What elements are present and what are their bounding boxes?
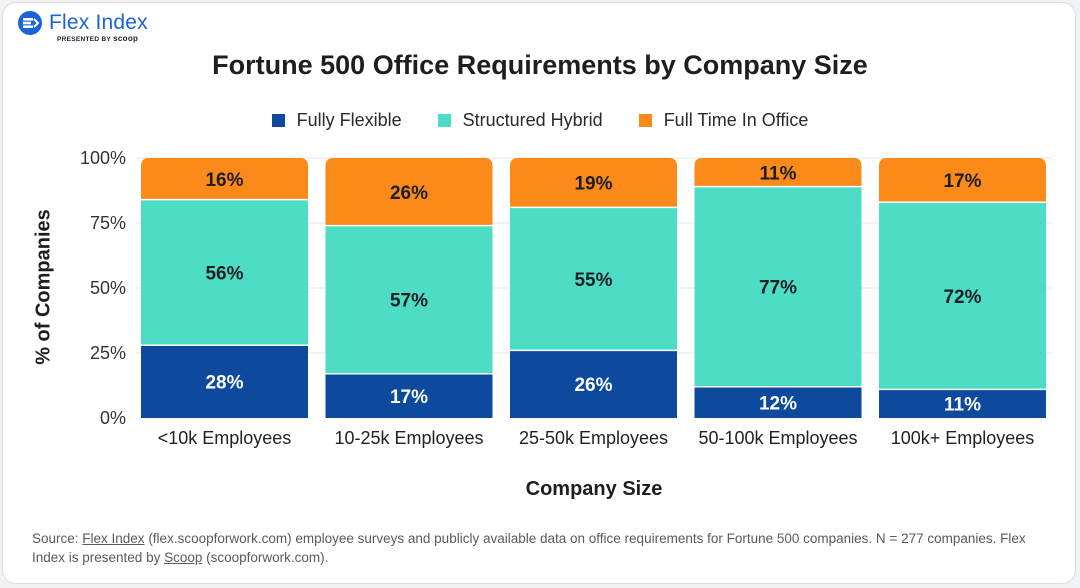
bar-segment-full-time-in-office: [694, 158, 862, 188]
scoop-link[interactable]: Scoop: [164, 550, 203, 565]
x-tick-label: <10k Employees: [158, 428, 292, 448]
x-tick-label: 10-25k Employees: [334, 428, 483, 448]
stacked-bar: [325, 158, 493, 418]
source-note: Source: Flex Index (flex.scoopforwork.co…: [32, 529, 1042, 567]
data-label: 17%: [943, 171, 981, 192]
legend-item-fully-flexible: Fully Flexible: [271, 110, 402, 131]
legend-swatch-structured-hybrid: [437, 114, 451, 127]
y-tick-label: 0%: [100, 408, 126, 428]
stacked-bar: [141, 158, 308, 418]
legend-item-structured-hybrid: Structured Hybrid: [437, 110, 603, 131]
source-suffix: (scoopforwork.com).: [202, 550, 329, 565]
brand-tagline: PRESENTED BY scoop: [57, 34, 148, 43]
data-label: 28%: [205, 373, 243, 394]
data-label: 56%: [205, 263, 243, 284]
bar-segment-full-time-in-office: [879, 158, 1046, 203]
flex-index-logo-icon: [18, 11, 42, 35]
data-label: 26%: [390, 183, 428, 204]
bar-segment-fully-flexible: [694, 386, 862, 418]
brand-tagline-prefix: PRESENTED BY: [57, 36, 112, 43]
data-label: 26%: [574, 375, 612, 396]
bar-segment-structured-hybrid: [325, 225, 493, 375]
data-label: 12%: [759, 393, 797, 414]
data-label: 72%: [943, 287, 981, 308]
chart-title: Fortune 500 Office Requirements by Compa…: [212, 50, 868, 80]
x-tick-label: 100k+ Employees: [891, 428, 1035, 448]
chart-legend: Fully Flexible Structured Hybrid Full Ti…: [0, 110, 1080, 131]
bar-segment-full-time-in-office: [141, 158, 308, 201]
y-tick-label: 25%: [90, 343, 126, 363]
source-mid: (flex.scoopforwork.com) employee surveys…: [32, 531, 1026, 565]
data-label: 19%: [574, 174, 612, 195]
legend-swatch-full-time-office: [638, 114, 652, 127]
y-axis-label: % of Companies: [32, 209, 55, 365]
data-label: 77%: [759, 278, 797, 299]
stacked-bar: [694, 158, 862, 418]
bar-segment-fully-flexible: [510, 350, 677, 418]
x-tick-label: 50-100k Employees: [698, 428, 857, 448]
x-tick-label: 25-50k Employees: [519, 428, 668, 448]
brand-logo[interactable]: Flex Index PRESENTED BY scoop: [17, 10, 148, 43]
data-label: 55%: [574, 270, 612, 291]
bar-segment-full-time-in-office: [510, 158, 677, 208]
data-label: 11%: [944, 395, 981, 416]
legend-swatch-fully-flexible: [271, 114, 285, 127]
legend-item-full-time-office: Full Time In Office: [638, 110, 809, 131]
brand-tagline-brand: scoop: [113, 34, 139, 43]
brand-name: Flex Index: [49, 11, 148, 34]
x-axis-label: Company Size: [525, 478, 663, 500]
bar-segment-structured-hybrid: [141, 199, 308, 346]
bar-segment-structured-hybrid: [694, 186, 862, 388]
legend-label-fully-flexible: Fully Flexible: [296, 110, 402, 130]
source-prefix: Source:: [32, 531, 83, 546]
data-label: 57%: [390, 291, 428, 312]
data-label: 17%: [390, 387, 428, 408]
y-tick-label: 100%: [80, 148, 126, 168]
data-label: 11%: [760, 163, 797, 184]
bar-segment-full-time-in-office: [325, 158, 493, 227]
y-tick-label: 75%: [90, 213, 126, 233]
legend-label-full-time-office: Full Time In Office: [663, 110, 809, 130]
stacked-bar: [510, 158, 677, 418]
bar-segment-structured-hybrid: [510, 207, 677, 351]
data-label: 16%: [205, 170, 243, 191]
bar-segment-fully-flexible: [325, 373, 493, 418]
flex-index-link[interactable]: Flex Index: [82, 531, 145, 546]
bar-segment-fully-flexible: [141, 345, 308, 418]
bar-segment-structured-hybrid: [879, 202, 1046, 390]
y-tick-label: 50%: [90, 278, 126, 298]
bar-segment-fully-flexible: [879, 389, 1046, 418]
stacked-bar: [879, 158, 1046, 418]
legend-label-structured-hybrid: Structured Hybrid: [462, 110, 603, 130]
